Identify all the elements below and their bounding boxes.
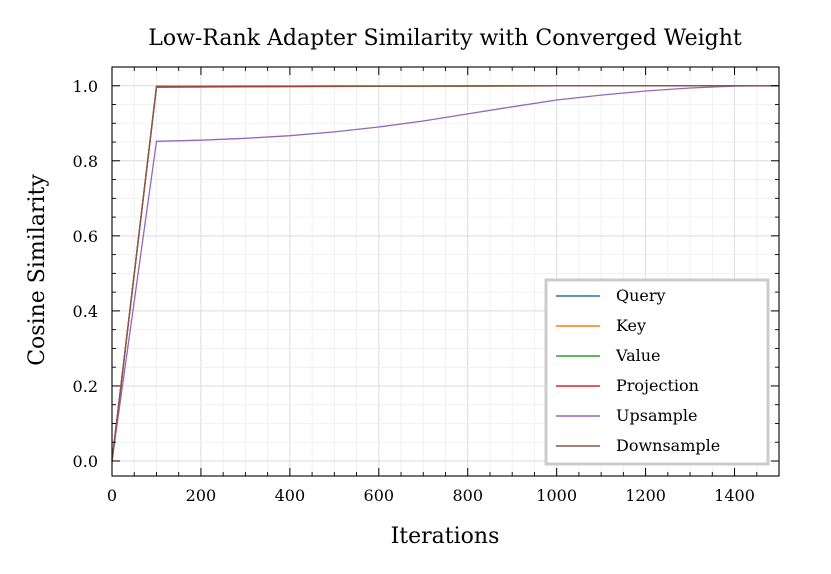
y-tick-label: 0.8	[73, 152, 98, 171]
chart-title: Low-Rank Adapter Similarity with Converg…	[148, 26, 742, 51]
legend-label: Downsample	[616, 436, 720, 455]
series-layer	[111, 85, 780, 462]
legend-label: Query	[616, 286, 666, 305]
x-tick-label: 1200	[625, 486, 666, 505]
x-tick-label: 1000	[536, 486, 577, 505]
y-tick-label: 0.0	[73, 452, 98, 471]
ticks: 0 200 400 600 800 1000 1200 1400 0.0 0.2 0.4 0.6 0.8…	[73, 66, 780, 505]
x-tick-label: 0	[107, 486, 117, 505]
y-tick-label: 0.2	[73, 377, 98, 396]
x-tick-label: 1400	[714, 486, 755, 505]
x-tick-label: 800	[452, 486, 483, 505]
legend: Query Key Value Projection Upsample Downsampl…	[544, 278, 770, 466]
legend-box	[544, 278, 770, 466]
series-line-downsample	[111, 85, 779, 462]
x-tick-label: 400	[275, 486, 306, 505]
x-tick-label: 600	[364, 486, 395, 505]
legend-label: Key	[616, 316, 646, 335]
y-axis-label: Cosine Similarity	[25, 174, 50, 366]
y-tick-label: 0.4	[73, 302, 98, 321]
x-axis-label: Iterations	[391, 524, 500, 549]
legend-label: Upsample	[616, 406, 697, 425]
legend-label: Value	[615, 346, 661, 365]
x-tick-label: 200	[186, 486, 217, 505]
legend-label: Projection	[616, 376, 699, 395]
y-tick-label: 1.0	[73, 77, 98, 96]
y-tick-label: 0.6	[73, 227, 98, 246]
series-line-upsample	[111, 85, 780, 462]
